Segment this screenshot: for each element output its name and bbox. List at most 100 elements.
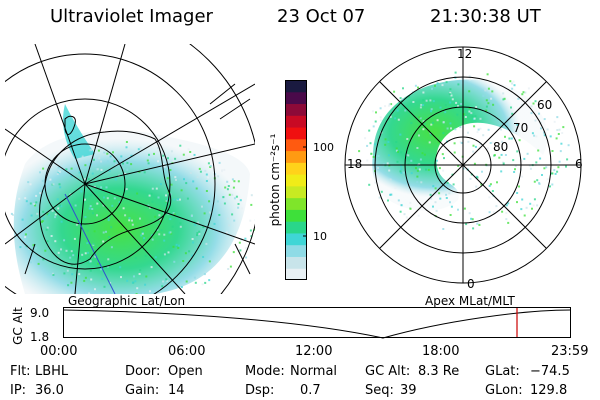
speckle-pixel (491, 141, 494, 144)
speckle-pixel (436, 119, 439, 122)
speckle-pixel (429, 134, 432, 137)
speckle-pixel (504, 154, 507, 156)
speckle-pixel (87, 178, 90, 181)
speckle-pixel (228, 193, 231, 196)
speckle-pixel (102, 204, 105, 207)
speckle-pixel (358, 150, 361, 153)
speckle-pixel (431, 121, 434, 124)
speckle-pixel (24, 197, 27, 200)
speckle-pixel (196, 234, 198, 237)
speckle-pixel (138, 273, 141, 275)
speckle-pixel (98, 157, 101, 160)
speckle-pixel (128, 219, 131, 222)
observation-date: 23 Oct 07 (277, 6, 366, 27)
colorbar-segment (285, 103, 307, 116)
colorbar-segment (285, 91, 307, 105)
speckle-pixel (492, 103, 495, 106)
speckle-pixel (157, 160, 160, 163)
observation-time: 21:30:38 UT (430, 6, 541, 27)
speckle-pixel (60, 248, 62, 251)
apex-mlat-mlt-grid (344, 46, 582, 284)
speckle-pixel (425, 99, 428, 102)
speckle-pixel (441, 84, 444, 87)
door-value: Open (168, 364, 203, 379)
speckle-pixel (431, 87, 433, 90)
speckle-pixel (384, 138, 387, 141)
speckle-pixel (205, 180, 208, 182)
speckle-pixel (471, 115, 474, 118)
speckle-pixel (172, 212, 175, 215)
speckle-pixel (446, 127, 449, 130)
speckle-pixel (476, 131, 479, 134)
speckle-pixel (530, 105, 533, 108)
speckle-pixel (502, 98, 505, 101)
speckle-pixel (90, 278, 93, 281)
geo-meridian (84, 183, 186, 294)
speckle-pixel (79, 257, 81, 260)
speckle-pixel (446, 181, 449, 184)
speckle-pixel (504, 135, 506, 138)
speckle-pixel (468, 110, 471, 113)
speckle-pixel (505, 218, 508, 221)
speckle-pixel (102, 231, 105, 234)
speckle-pixel (115, 164, 118, 166)
speckle-pixel (546, 178, 549, 181)
speckle-pixel (153, 152, 155, 155)
speckle-pixel (111, 204, 114, 207)
speckle-pixel (84, 164, 87, 167)
geo-latitude-circle (5, 98, 171, 270)
speckle-pixel (523, 214, 526, 217)
speckle-pixel (379, 107, 382, 110)
speckle-pixel (34, 204, 37, 207)
speckle-pixel (387, 199, 389, 202)
speckle-pixel (94, 288, 96, 291)
speckle-pixel (138, 170, 141, 173)
speckle-pixel (512, 80, 515, 83)
speckle-pixel (167, 198, 169, 201)
speckle-pixel (88, 292, 91, 294)
speckle-pixel (60, 220, 63, 223)
speckle-pixel (434, 201, 437, 204)
speckle-pixel (513, 84, 516, 87)
speckle-pixel (214, 230, 216, 233)
speckle-pixel (445, 81, 448, 84)
speckle-pixel (507, 221, 510, 224)
speckle-pixel (103, 285, 106, 288)
speckle-pixel (125, 141, 128, 143)
mlat-label-80: 80 (493, 140, 509, 154)
speckle-pixel (508, 137, 511, 140)
speckle-pixel (387, 104, 390, 107)
speckle-pixel (27, 181, 30, 184)
speckle-pixel (105, 150, 108, 153)
speckle-pixel (221, 170, 223, 173)
speckle-pixel (438, 192, 441, 195)
speckle-pixel (399, 210, 402, 213)
speckle-pixel (387, 154, 390, 157)
speckle-pixel (533, 198, 536, 201)
speckle-pixel (250, 235, 253, 238)
speckle-pixel (408, 95, 411, 98)
speckle-pixel (42, 217, 45, 220)
speckle-pixel (89, 260, 92, 263)
speckle-pixel (420, 103, 423, 106)
speckle-pixel (543, 134, 546, 137)
speckle-pixel (34, 246, 37, 249)
speckle-pixel (514, 168, 516, 171)
speckle-pixel (227, 268, 230, 270)
speckle-pixel (378, 178, 380, 181)
colorbar-unit: photon cm⁻²s⁻¹ (268, 133, 282, 227)
speckle-pixel (539, 157, 542, 160)
mlt-meridian (379, 81, 464, 166)
speckle-pixel (486, 73, 489, 76)
alt-xtick-1200: 12:00 (295, 344, 333, 359)
speckle-pixel (88, 207, 91, 210)
speckle-pixel (58, 204, 61, 207)
speckle-pixel (106, 265, 109, 268)
speckle-pixel (443, 157, 445, 160)
speckle-pixel (546, 128, 549, 131)
speckle-pixel (388, 169, 391, 172)
speckle-pixel (531, 132, 534, 135)
speckle-pixel (232, 251, 235, 254)
speckle-pixel (57, 251, 60, 254)
speckle-pixel (543, 131, 545, 134)
